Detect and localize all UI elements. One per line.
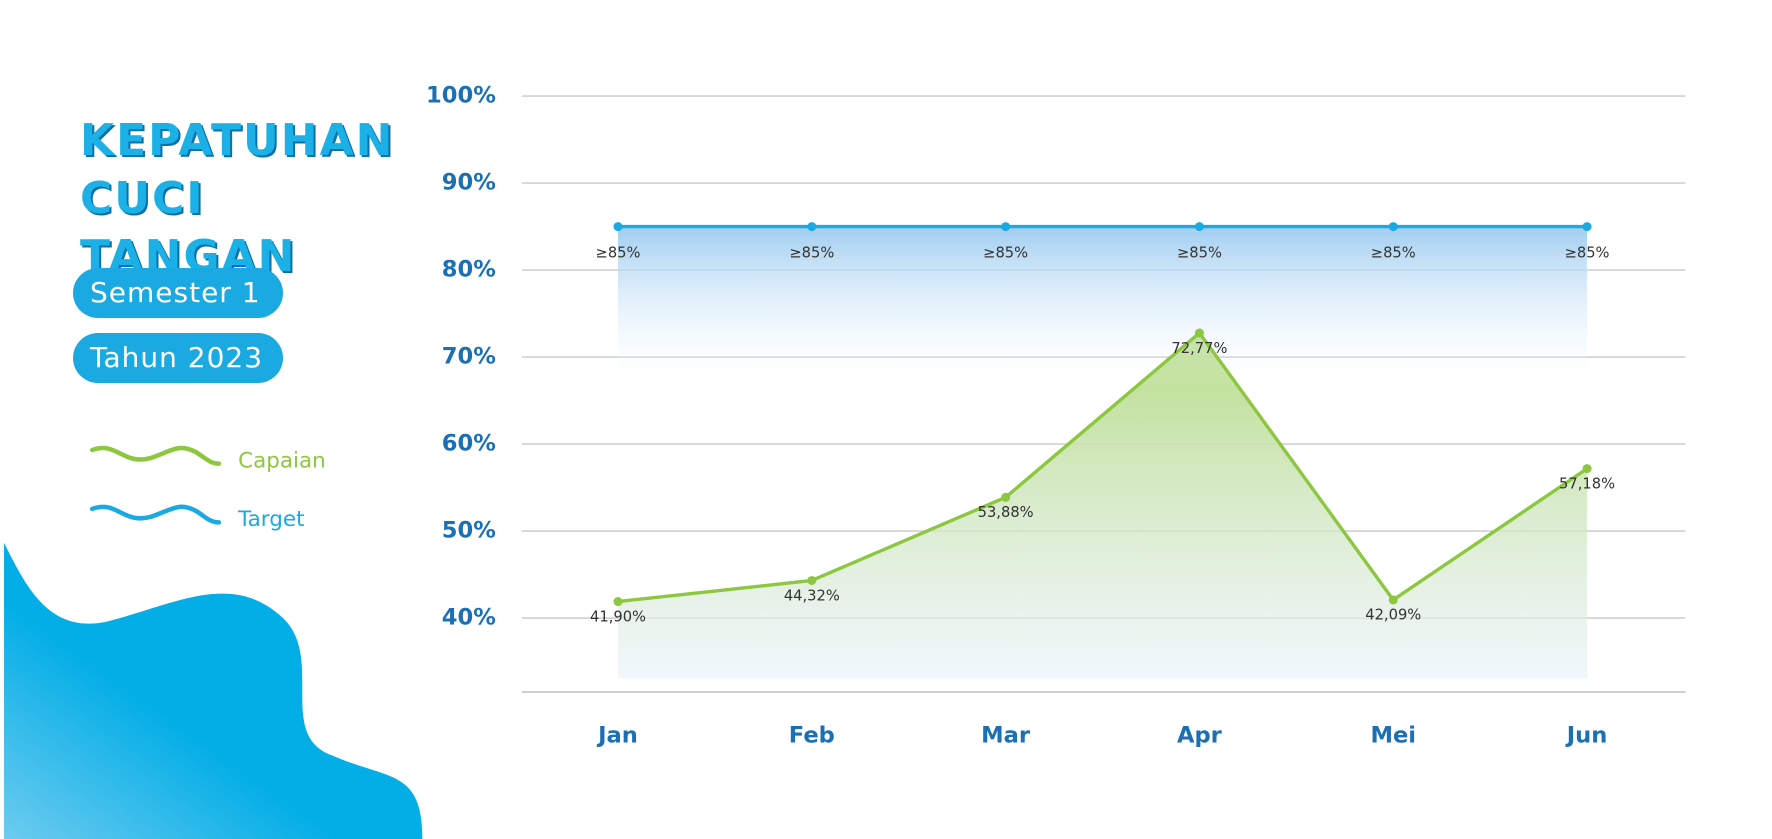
data-label: 57,18% — [1559, 475, 1615, 492]
data-point — [613, 597, 623, 607]
x-tick-label: Jun — [1565, 723, 1608, 749]
series-line — [617, 330, 1589, 604]
y-tick-label: 70% — [442, 344, 496, 370]
data-label: ≥85% — [983, 245, 1028, 262]
data-label: ≥85% — [1565, 245, 1610, 262]
data-label: 53,88% — [978, 504, 1034, 521]
data-point — [1388, 595, 1398, 605]
y-tick-label: 50% — [442, 518, 496, 544]
data-point — [1388, 222, 1398, 232]
legend-label: Target — [237, 507, 304, 532]
badge: Semester 1 — [73, 268, 283, 318]
data-label: 44,32% — [784, 587, 840, 604]
y-tick-label: 60% — [442, 431, 496, 457]
data-label: ≥85% — [1371, 245, 1416, 262]
data-point — [807, 222, 817, 232]
data-point — [1001, 492, 1011, 502]
x-tick-label: Jan — [596, 723, 638, 749]
data-point — [1194, 222, 1204, 232]
data-label: ≥85% — [596, 245, 641, 262]
data-point — [1001, 222, 1011, 232]
data-label: 42,09% — [1365, 607, 1421, 624]
data-point — [1582, 464, 1592, 474]
legend-icon — [89, 504, 222, 525]
data-point — [807, 575, 817, 586]
decor-blob — [4, 542, 423, 839]
legend-icon — [89, 445, 222, 466]
x-tick-label: Feb — [789, 723, 835, 749]
chart-title: KEPATUHAN CUCI TANGAN — [80, 115, 395, 282]
x-tick-label: Mar — [981, 723, 1031, 749]
data-label: ≥85% — [1177, 245, 1222, 262]
x-tick-label: Mei — [1370, 723, 1416, 749]
badge: Tahun 2023 — [73, 333, 283, 383]
y-tick-label: 90% — [442, 170, 496, 196]
y-tick-label: 40% — [442, 605, 496, 631]
x-tick-label: Apr — [1177, 723, 1223, 749]
data-label: 41,90% — [590, 608, 646, 625]
y-tick-label: 80% — [442, 257, 496, 283]
y-tick-label: 100% — [426, 83, 496, 109]
area-fill — [618, 226, 1588, 391]
data-point — [1194, 328, 1204, 338]
data-point — [1582, 222, 1592, 232]
data-label: 72,77% — [1171, 340, 1227, 357]
data-label: ≥85% — [789, 245, 834, 262]
area-fill — [618, 332, 1588, 679]
data-point — [613, 222, 623, 232]
legend-label: Capaian — [238, 448, 326, 473]
